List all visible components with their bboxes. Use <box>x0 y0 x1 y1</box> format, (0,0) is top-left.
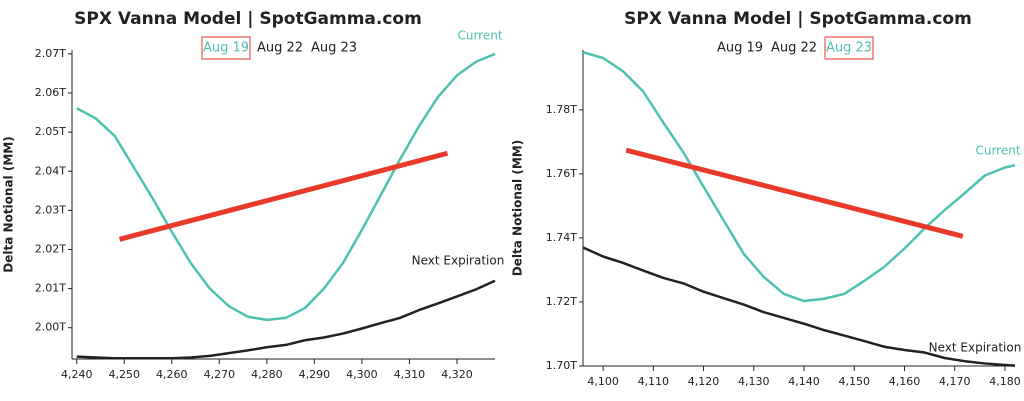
x-tick-label: 4,290 <box>299 368 331 381</box>
y-axis-label: Delta Notional (MM) <box>2 136 16 272</box>
x-tick-label: 4,140 <box>788 375 820 388</box>
tab[interactable]: Aug 22 <box>771 41 817 56</box>
y-tick-label: 1.76T <box>546 167 577 180</box>
tab[interactable]: Aug 19 <box>717 41 763 56</box>
y-tick-label: 2.07T <box>35 47 66 60</box>
tab[interactable]: Aug 22 <box>257 41 303 56</box>
series-label: Next Expiration <box>412 254 505 268</box>
y-tick-label: 1.78T <box>546 103 577 116</box>
y-tick-label: 2.00T <box>35 321 66 334</box>
y-tick-label: 2.01T <box>35 282 66 295</box>
x-tick-label: 4,120 <box>688 375 720 388</box>
x-tick-label: 4,280 <box>251 368 283 381</box>
x-tick-label: 4,100 <box>587 375 619 388</box>
x-tick-label: 4,180 <box>989 375 1021 388</box>
tab-selected-box <box>824 36 874 60</box>
tab[interactable]: Aug 23 <box>311 41 357 56</box>
x-tick-label: 4,110 <box>638 375 670 388</box>
y-tick-label: 2.04T <box>35 164 66 177</box>
series-label: Current <box>975 144 1020 158</box>
x-tick-label: 4,270 <box>204 368 236 381</box>
x-tick-label: 4,300 <box>346 368 378 381</box>
series-label: Current <box>457 29 502 43</box>
x-tick-label: 4,310 <box>394 368 426 381</box>
y-tick-label: 2.05T <box>35 125 66 138</box>
x-tick-label: 4,160 <box>889 375 921 388</box>
y-tick-label: 2.06T <box>35 86 66 99</box>
series-label: Next Expiration <box>929 341 1022 355</box>
y-axis-label: Delta Notional (MM) <box>511 140 525 276</box>
y-tick-label: 1.72T <box>546 295 577 308</box>
series-line <box>76 52 496 322</box>
trend-line <box>118 150 449 242</box>
y-tick-label: 2.02T <box>35 242 66 255</box>
x-tick-label: 4,250 <box>109 368 141 381</box>
x-tick-label: 4,170 <box>939 375 971 388</box>
tab[interactable]: Aug 19 <box>203 41 249 56</box>
x-tick-label: 4,320 <box>441 368 473 381</box>
x-tick-label: 4,130 <box>738 375 770 388</box>
series-line <box>76 279 496 360</box>
series-line <box>582 51 1016 303</box>
chart-title: SPX Vanna Model | SpotGamma.com <box>624 9 972 29</box>
trend-line <box>625 147 964 239</box>
tab-selected-box <box>201 36 251 60</box>
series-line <box>582 246 1016 367</box>
x-tick-label: 4,260 <box>156 368 188 381</box>
y-tick-label: 1.70T <box>546 359 577 372</box>
x-tick-label: 4,150 <box>839 375 871 388</box>
y-tick-label: 2.03T <box>35 203 66 216</box>
y-tick-label: 1.74T <box>546 231 577 244</box>
chart-title: SPX Vanna Model | SpotGamma.com <box>74 9 422 29</box>
x-tick-label: 4,240 <box>61 368 93 381</box>
tab[interactable]: Aug 23 <box>826 41 872 56</box>
